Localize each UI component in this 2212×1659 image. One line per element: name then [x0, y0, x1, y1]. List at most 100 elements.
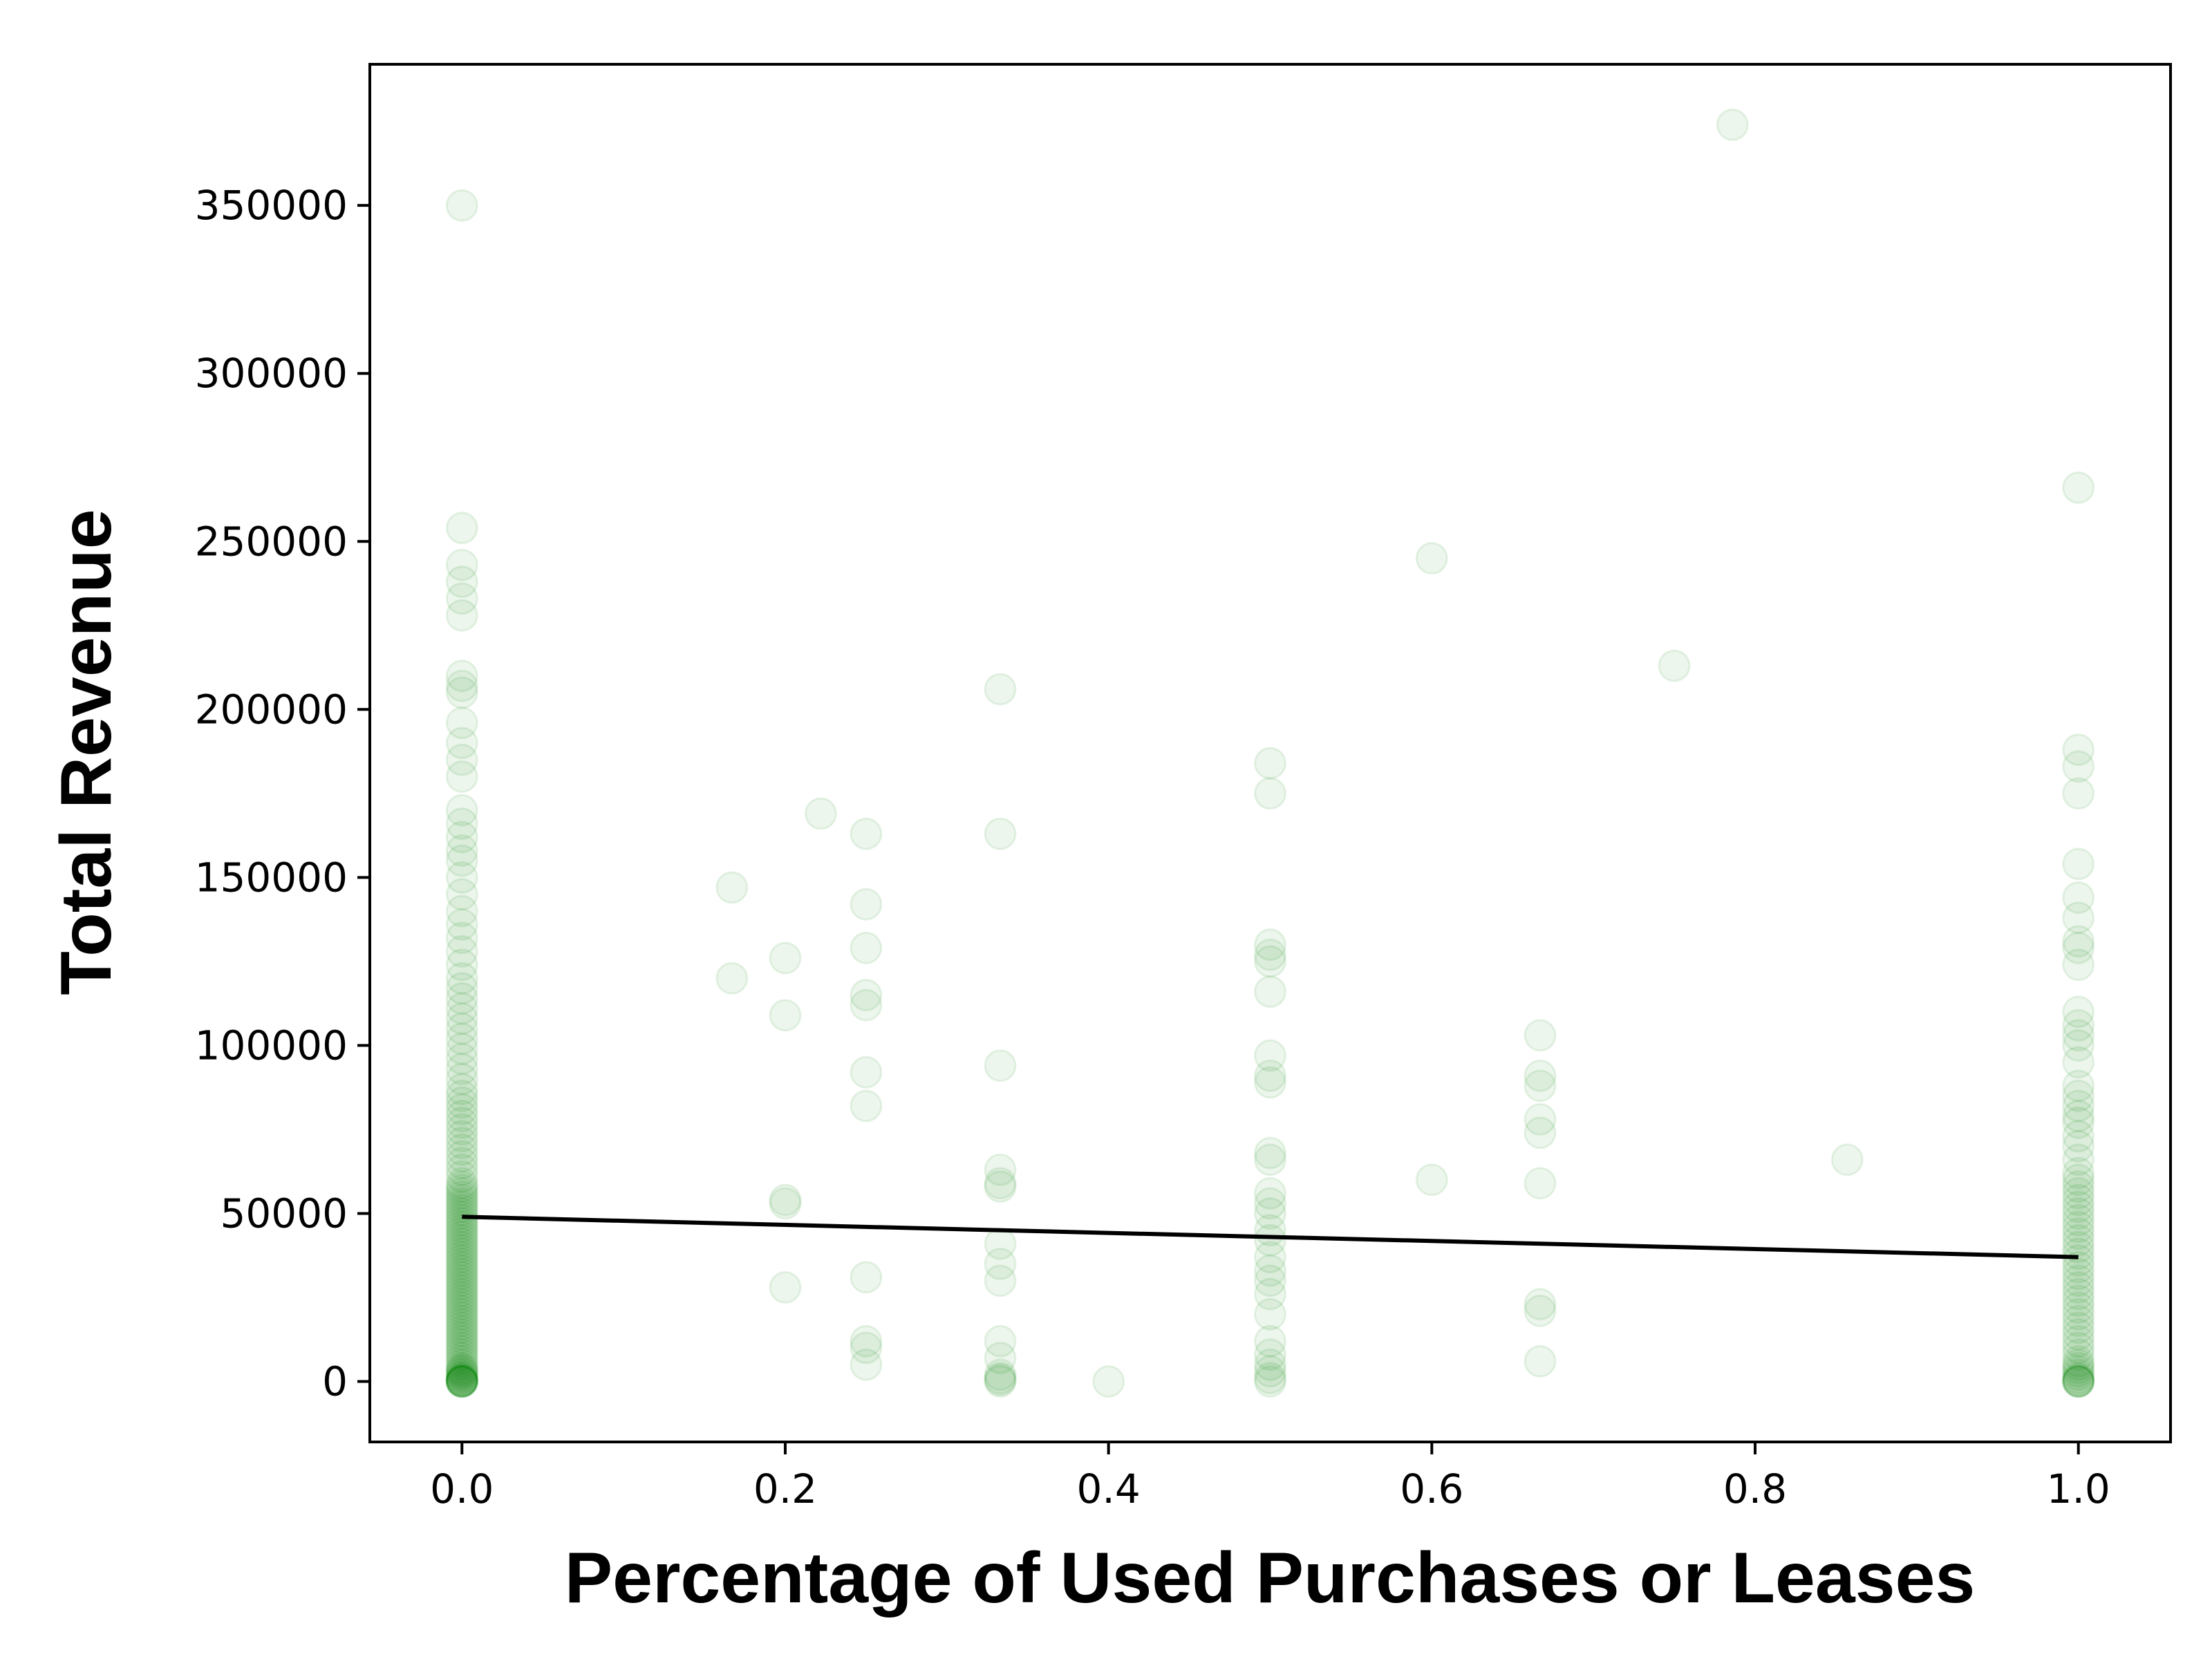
scatter-point — [445, 935, 478, 968]
scatter-point — [2062, 948, 2095, 982]
scatter-point — [445, 189, 478, 222]
scatter-point — [2062, 995, 2095, 1029]
scatter-point — [445, 1100, 478, 1132]
scatter-point — [1254, 1136, 1286, 1170]
scatter-point — [984, 1358, 1017, 1391]
scatter-point — [445, 982, 478, 1015]
scatter-point — [2062, 1230, 2095, 1264]
scatter-point — [445, 1311, 478, 1344]
scatter-point — [984, 817, 1017, 850]
scatter-point — [2062, 1163, 2095, 1197]
scatter-point — [445, 1221, 478, 1253]
scatter-point — [1254, 1197, 1286, 1230]
scatter-point — [445, 1331, 478, 1365]
scatter-point — [769, 1271, 802, 1304]
scatter-point — [1254, 777, 1286, 810]
scatter-point — [984, 1167, 1017, 1200]
scatter-point — [850, 1089, 883, 1123]
scatter-point — [445, 1234, 478, 1267]
scatter-point — [984, 1264, 1017, 1297]
scatter-point — [445, 1356, 478, 1389]
scatter-point — [1716, 109, 1749, 141]
scatter-point — [445, 659, 478, 693]
scatter-point — [445, 1190, 478, 1224]
scatter-point — [445, 1160, 478, 1193]
scatter-point — [445, 1093, 478, 1126]
scatter-point — [445, 1271, 478, 1304]
scatter-point — [445, 565, 478, 599]
scatter-point — [445, 548, 478, 581]
scatter-point — [2062, 1106, 2095, 1139]
scatter-point — [445, 1147, 478, 1179]
y-tick-label: 50000 — [220, 1190, 348, 1237]
scatter-point — [445, 1170, 478, 1203]
scatter-point — [445, 1167, 478, 1200]
scatter-point — [1254, 1277, 1286, 1311]
scatter-point — [445, 1230, 478, 1264]
x-tick-label: 0.2 — [753, 1465, 817, 1512]
scatter-point — [1254, 1355, 1286, 1388]
scatter-point — [769, 941, 802, 975]
scatter-point — [445, 1342, 478, 1374]
scatter-point — [2062, 1100, 2095, 1132]
scatter-point — [1254, 1348, 1286, 1381]
scatter-point — [2062, 1344, 2095, 1378]
scatter-point — [445, 1348, 478, 1381]
scatter-point — [445, 972, 478, 1005]
scatter-point — [850, 988, 883, 1022]
scatter-point — [984, 1170, 1017, 1203]
scatter-point — [445, 1355, 478, 1388]
scatter-point — [1254, 1362, 1286, 1395]
scatter-point — [445, 1291, 478, 1324]
scatter-point — [850, 979, 883, 1011]
scatter-point — [445, 599, 478, 632]
scatter-point — [769, 1183, 802, 1217]
scatter-point — [445, 1254, 478, 1287]
scatter-point — [2062, 1297, 2095, 1331]
scatter-point — [804, 797, 837, 830]
scatter-point — [2062, 1355, 2095, 1388]
scatter-point — [445, 1338, 478, 1371]
scatter-point — [445, 1284, 478, 1318]
scatter-point — [445, 1365, 478, 1398]
scatter-point — [1524, 1344, 1557, 1378]
scatter-point — [1254, 1066, 1286, 1099]
scatter-point — [984, 1365, 1017, 1398]
scatter-point — [2062, 1351, 2095, 1385]
x-tick-label: 0.8 — [1723, 1465, 1787, 1512]
scatter-point — [2062, 1257, 2095, 1291]
scatter-point — [850, 817, 883, 850]
scatter-point — [445, 1180, 478, 1213]
y-axis-title: Total Revenue — [46, 509, 126, 995]
scatter-point — [850, 1056, 883, 1089]
scatter-point — [445, 1183, 478, 1217]
scatter-point — [850, 1261, 883, 1294]
scatter-point — [1254, 1039, 1286, 1072]
scatter-point — [445, 1268, 478, 1300]
scatter-point — [1254, 1059, 1286, 1092]
scatter-point — [2062, 1250, 2095, 1284]
scatter-point — [445, 1315, 478, 1348]
y-axis-ticks: 0 50000 100000 150000 200000 250000 300000 3500… — [195, 182, 370, 1405]
scatter-point — [445, 844, 478, 877]
scatter-point — [445, 1328, 478, 1361]
scatter-point — [445, 1247, 478, 1280]
scatter-point — [445, 1113, 478, 1146]
scatter-point — [1254, 1254, 1286, 1287]
scatter-point — [445, 512, 478, 545]
scatter-point — [445, 878, 478, 911]
y-tick-label: 300000 — [195, 350, 348, 397]
scatter-point — [2062, 1217, 2095, 1250]
scatter-point — [2062, 1358, 2095, 1391]
y-tick-label: 150000 — [195, 854, 348, 901]
scatter-point — [445, 1250, 478, 1284]
scatter-point — [1254, 1143, 1286, 1177]
scatter-point — [1524, 1019, 1557, 1052]
scatter-point — [1254, 975, 1286, 1009]
scatter-point — [1254, 1224, 1286, 1257]
scatter-point — [715, 962, 749, 995]
scatter-point — [2062, 733, 2095, 767]
scatter-point — [445, 1002, 478, 1035]
scatter-point — [445, 807, 478, 841]
